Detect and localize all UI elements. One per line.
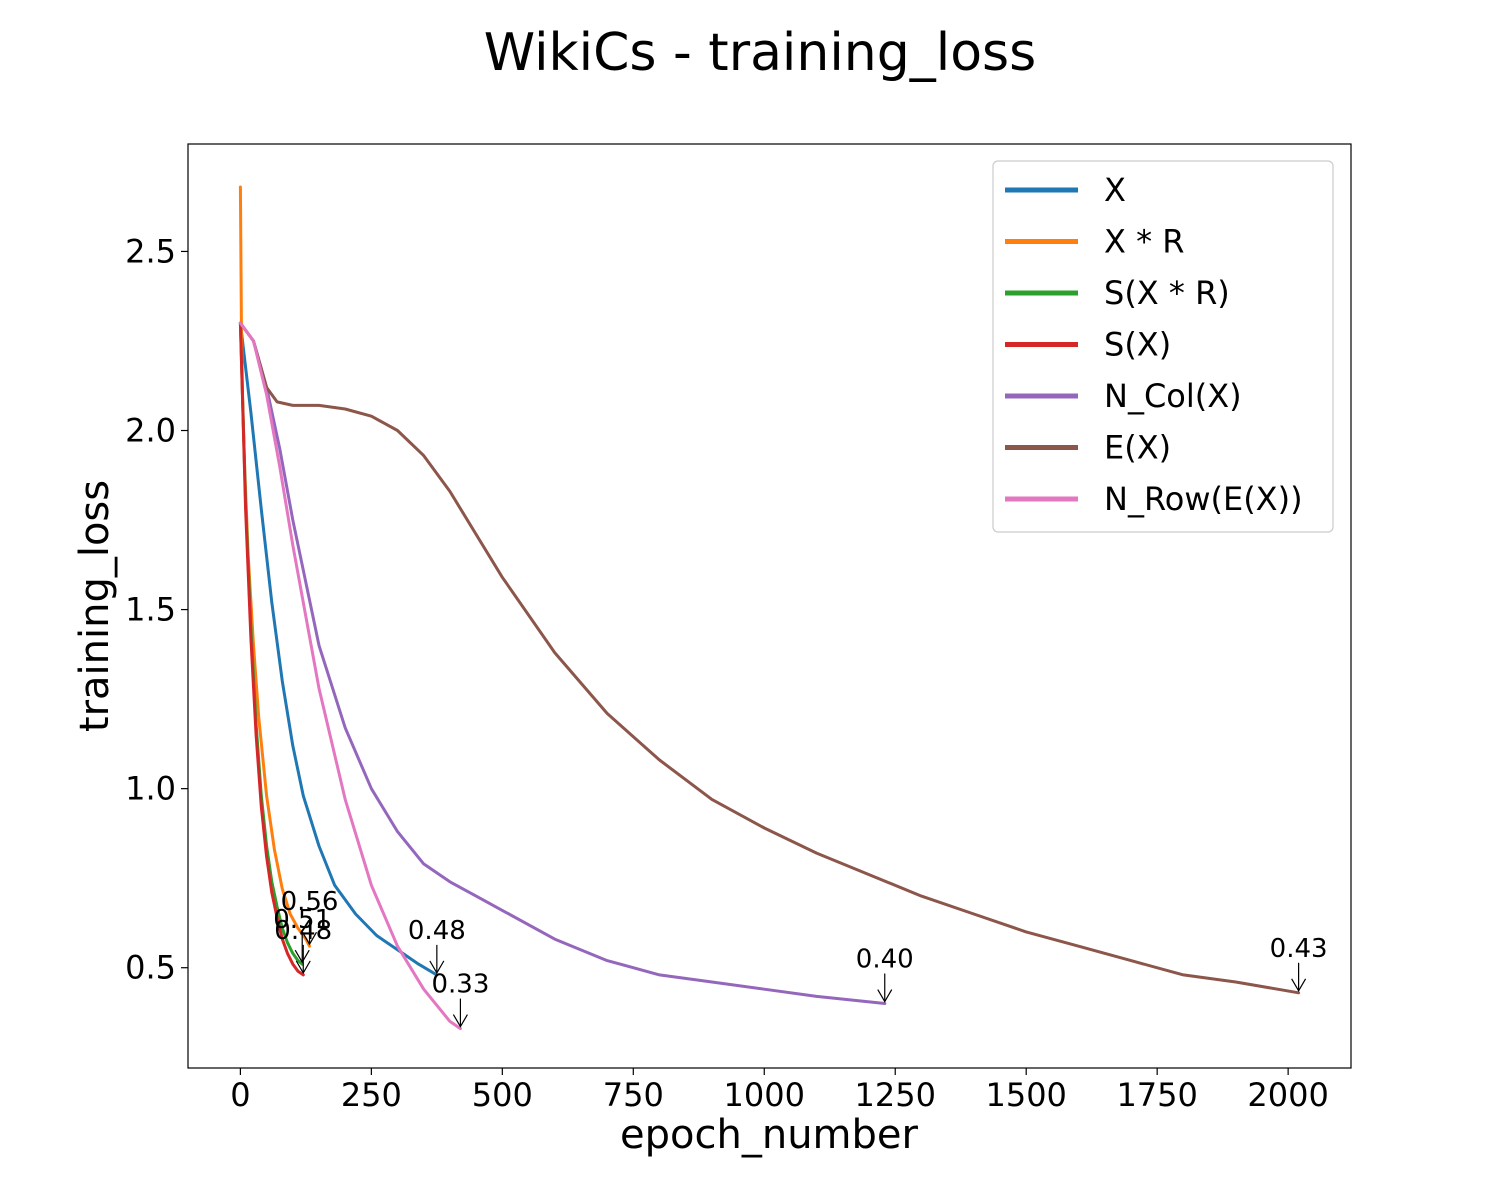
series-line-5 [238,321,1301,995]
end-label-2: 0.51 [273,905,331,935]
legend-label-1: X * R [1104,223,1185,261]
end-arrow-head-1 [302,931,318,946]
y-axis-label: training_loss [72,480,118,732]
legend-label-4: N_Col(X) [1104,377,1242,415]
legend: X X * R S(X * R) S(X) N_Col(X) E(X) N_Row(E(X)… [992,160,1334,533]
end-arrow-head-0 [429,960,445,975]
series-line-6 [238,321,462,1031]
end-arrow-head-2 [294,949,310,964]
end-arrow-head-3 [295,960,311,975]
series-layer [238,185,1301,1031]
end-label-3: 0.48 [274,916,332,946]
x-tick-label: 1750 [1116,1076,1197,1114]
y-tick-label: 1.5 [125,591,176,629]
x-tick-label: 500 [472,1076,533,1114]
y-tick-label: 2.5 [125,232,176,270]
end-arrow-head-5 [1291,978,1307,992]
end-label-5: 0.43 [1270,934,1328,964]
chart-title: WikiCs - training_loss [484,23,1036,83]
series-line-4 [238,321,887,1005]
y-tick-label: 1.0 [125,770,176,808]
legend-box [992,160,1334,533]
x-tick-label: 0 [230,1076,250,1114]
end-arrow-head-6 [452,1014,468,1028]
x-tick-label: 1500 [985,1076,1066,1114]
y-tick-label: 0.5 [125,949,176,987]
end-label-0: 0.48 [408,916,466,946]
series-line-0 [238,321,439,977]
annotation-layer: 0.480.560.510.480.40 0.430.33 [273,887,1328,1028]
end-arrow-head-4 [877,989,893,1003]
x-tick-label: 750 [603,1076,664,1114]
end-label-6: 0.33 [431,970,489,1000]
legend-label-5: E(X) [1104,429,1171,467]
legend-label-2: S(X * R) [1104,274,1230,312]
end-label-4: 0.40 [856,945,914,975]
x-tick-label: 250 [341,1076,402,1114]
x-tick-label: 2000 [1247,1076,1328,1114]
legend-label-3: S(X) [1104,326,1171,364]
x-axis-label: epoch_number [620,1112,918,1158]
x-tick-label: 1000 [724,1076,805,1114]
end-label-1: 0.56 [281,887,339,917]
legend-label-0: X [1104,171,1126,209]
x-tick-label: 1250 [855,1076,936,1114]
tick-layer: 0 250 500 750 1000 1250 1500 1750 2000 0.5 1.0 1.5 2… [125,232,1329,1114]
plot-frame [187,143,1352,1069]
series-line-3 [238,321,305,977]
y-tick-label: 2.0 [125,412,176,450]
legend-label-6: N_Row(E(X)) [1104,480,1303,518]
